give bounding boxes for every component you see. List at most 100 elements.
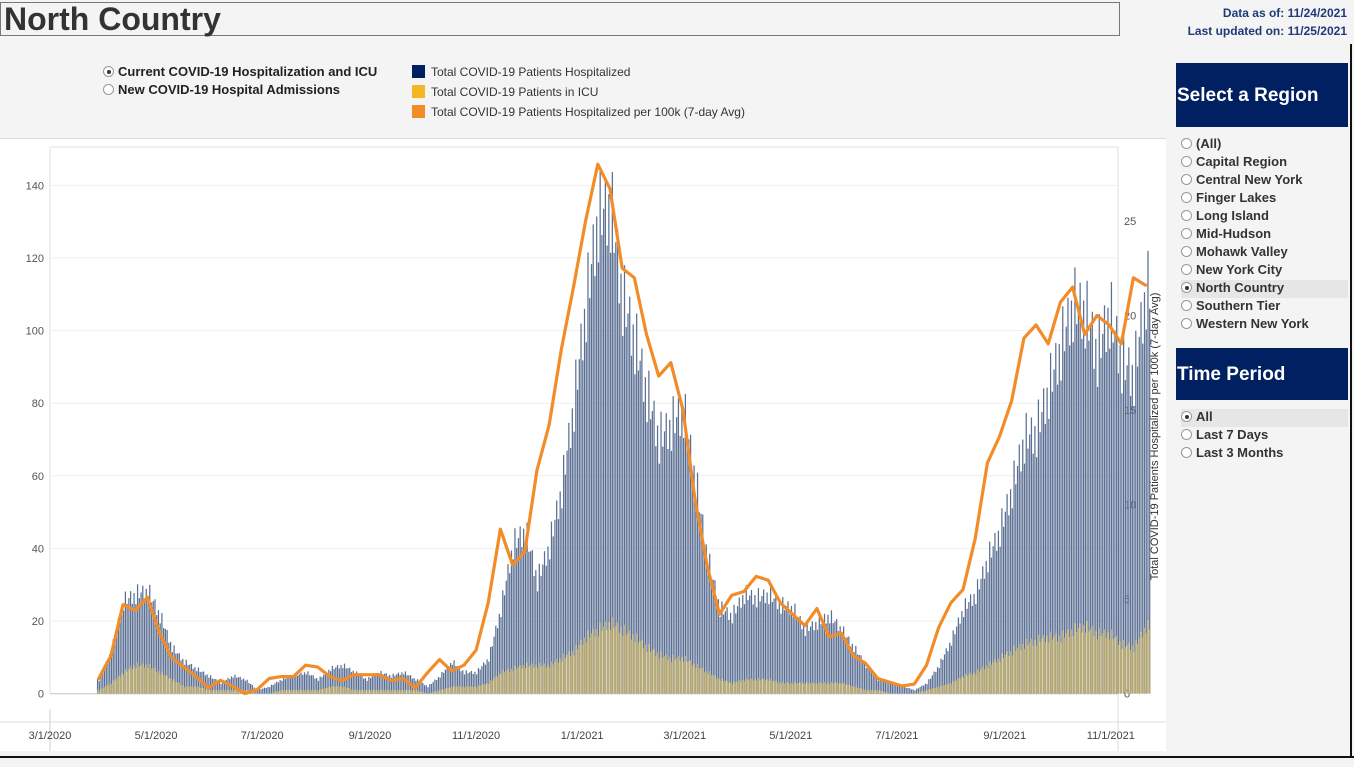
bar-icu: [625, 634, 627, 694]
bar-icu: [651, 650, 653, 694]
bar-hospitalized: [378, 674, 380, 694]
bar-hospitalized: [469, 672, 471, 694]
bar-icu: [947, 684, 949, 694]
bar-hospitalized: [896, 684, 899, 694]
bar-hospitalized: [192, 668, 194, 694]
bar-icu: [343, 686, 346, 694]
bar-icu: [510, 668, 513, 694]
bar-icu: [796, 683, 798, 694]
bar-hospitalized: [364, 678, 367, 694]
bar-hospitalized: [716, 602, 718, 694]
bar-icu: [709, 671, 711, 694]
bar-icu: [931, 688, 933, 694]
bar-hospitalized: [331, 665, 333, 694]
legend-item-icu[interactable]: Total COVID-19 Patients in ICU: [412, 85, 745, 105]
hospitalization-chart[interactable]: 0204060801001201400510152025Total COVID-…: [0, 139, 1166, 751]
bar-hospitalized: [985, 560, 987, 694]
bar-icu: [230, 689, 233, 694]
region-option-north-country[interactable]: North Country: [1181, 280, 1348, 298]
legend-item-hospitalized[interactable]: Total COVID-19 Patients Hospitalized: [412, 65, 745, 85]
region-option-central-new-york[interactable]: Central New York: [1181, 172, 1348, 190]
bar-hospitalized: [943, 654, 946, 694]
bar-hospitalized: [154, 599, 156, 694]
region-option-western-new-york[interactable]: Western New York: [1181, 316, 1348, 334]
bar-hospitalized: [119, 621, 121, 694]
bar-hospitalized: [874, 676, 876, 694]
bar-icu: [818, 681, 820, 694]
bar-icu: [858, 688, 860, 694]
time_period-option-last-3-months[interactable]: Last 3 Months: [1181, 445, 1348, 463]
metric-option-hospitalization-icu[interactable]: Current COVID-19 Hospitalization and ICU: [103, 64, 377, 82]
bar-icu: [856, 687, 859, 694]
bar-icu: [361, 689, 363, 694]
bar-icu: [514, 665, 516, 694]
time_period-option-last-7-days[interactable]: Last 7 Days: [1181, 427, 1348, 445]
bar-hospitalized: [521, 547, 523, 694]
bar-hospitalized: [547, 546, 549, 694]
bar-icu: [855, 686, 857, 694]
bar-hospitalized: [848, 636, 850, 694]
bar-icu: [768, 680, 770, 694]
region-option-southern-tier[interactable]: Southern Tier: [1181, 298, 1348, 316]
bar-hospitalized: [740, 607, 742, 694]
bar-icu: [516, 669, 518, 694]
legend-item-per-100k[interactable]: Total COVID-19 Patients Hospitalized per…: [412, 105, 745, 125]
bar-hospitalized: [126, 603, 128, 694]
bar-icu: [369, 690, 372, 694]
bar-icu: [954, 681, 956, 694]
region-option-all[interactable]: (All): [1181, 136, 1348, 154]
bar-hospitalized: [277, 682, 280, 694]
bar-hospitalized: [1065, 326, 1067, 694]
bar-icu: [376, 689, 379, 694]
region-option-mohawk-valley[interactable]: Mohawk Valley: [1181, 244, 1348, 262]
bar-hospitalized: [293, 677, 295, 694]
bar-icu: [523, 665, 525, 694]
bar-icu: [848, 684, 850, 694]
bar-hospitalized: [653, 400, 655, 694]
bar-hospitalized: [373, 674, 375, 694]
bar-hospitalized: [823, 613, 826, 694]
bar-hospitalized: [218, 681, 220, 694]
bar-hospitalized: [121, 606, 123, 694]
bar-icu: [109, 683, 111, 694]
bar-hospitalized: [1034, 426, 1036, 694]
region-option-capital-region[interactable]: Capital Region: [1181, 154, 1348, 172]
bar-hospitalized: [182, 658, 184, 694]
region-option-mid-hudson[interactable]: Mid-Hudson: [1181, 226, 1348, 244]
bar-icu: [552, 664, 554, 694]
bar-hospitalized: [1062, 306, 1064, 694]
radio-icon: [1181, 300, 1192, 311]
bar-icu: [886, 692, 888, 694]
bar-icu: [253, 692, 255, 694]
bar-hospitalized: [1039, 432, 1041, 694]
bar-hospitalized: [533, 575, 535, 694]
bar-icu: [1098, 627, 1100, 694]
bar-icu: [752, 680, 754, 694]
bar-icu: [303, 689, 306, 694]
metric-option-new-admissions[interactable]: New COVID-19 Hospital Admissions: [103, 82, 377, 100]
region-option-long-island[interactable]: Long Island: [1181, 208, 1348, 226]
bar-hospitalized: [683, 438, 685, 694]
bar-icu: [1096, 639, 1099, 694]
bar-icu: [223, 690, 226, 694]
bar-hospitalized: [288, 676, 290, 694]
bar-icu: [102, 688, 104, 694]
bar-icu: [488, 684, 490, 694]
region-option-finger-lakes[interactable]: Finger Lakes: [1181, 190, 1348, 208]
bar-icu: [526, 662, 528, 694]
bar-hospitalized: [863, 661, 866, 694]
bar-icu: [503, 672, 506, 694]
bar-hospitalized: [679, 435, 681, 694]
bar-hospitalized: [867, 664, 869, 694]
bar-icu: [1030, 638, 1033, 694]
region-option-new-york-city[interactable]: New York City: [1181, 262, 1348, 280]
bar-icu: [613, 628, 615, 694]
bar-icu: [436, 691, 438, 694]
bar-icu: [289, 690, 292, 694]
bar-icu: [603, 626, 605, 694]
bar-icu: [536, 668, 539, 694]
bar-hospitalized: [1116, 316, 1118, 694]
time_period-option-all[interactable]: All: [1181, 409, 1348, 427]
bar-icu: [237, 690, 240, 694]
bar-hospitalized: [992, 546, 994, 694]
